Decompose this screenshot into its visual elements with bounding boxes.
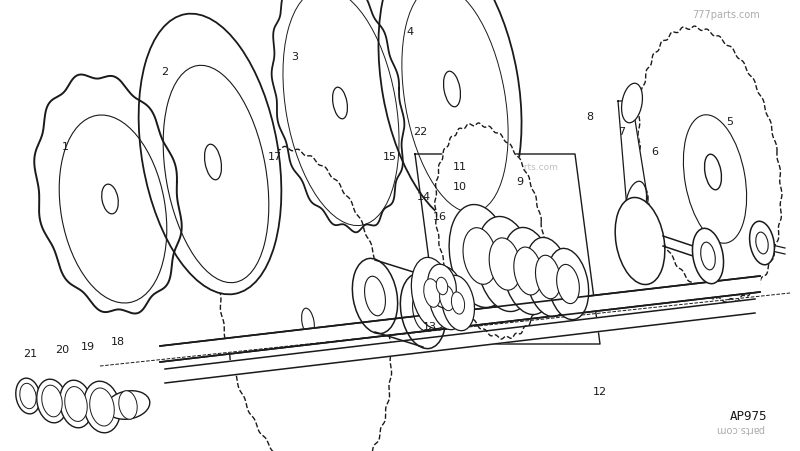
Polygon shape (218, 147, 391, 451)
Ellipse shape (60, 380, 92, 428)
Text: AP975: AP975 (730, 410, 767, 423)
Ellipse shape (65, 387, 87, 422)
Text: 7: 7 (618, 127, 626, 137)
Ellipse shape (750, 222, 774, 265)
Text: 9: 9 (517, 177, 523, 187)
Ellipse shape (705, 155, 722, 190)
Ellipse shape (502, 228, 554, 315)
Ellipse shape (615, 198, 665, 285)
Text: 777parts.com: 777parts.com (692, 10, 760, 20)
Ellipse shape (626, 182, 646, 225)
Ellipse shape (547, 249, 589, 320)
Ellipse shape (683, 115, 746, 244)
Polygon shape (415, 155, 600, 344)
Ellipse shape (16, 378, 40, 414)
Ellipse shape (756, 233, 768, 254)
Polygon shape (165, 299, 755, 383)
Ellipse shape (352, 259, 398, 334)
Ellipse shape (424, 279, 440, 308)
Text: 21: 21 (23, 348, 37, 358)
Text: 22: 22 (413, 127, 427, 137)
Text: 15: 15 (383, 152, 397, 161)
Ellipse shape (205, 145, 222, 180)
Polygon shape (160, 276, 760, 362)
Ellipse shape (439, 285, 454, 311)
Text: 13: 13 (423, 321, 437, 331)
Ellipse shape (378, 0, 522, 228)
Polygon shape (370, 262, 428, 346)
Polygon shape (34, 75, 182, 314)
Text: 78parts.com: 78parts.com (502, 162, 558, 171)
Ellipse shape (442, 276, 474, 331)
Text: parts.com: parts.com (715, 423, 765, 433)
Ellipse shape (476, 217, 534, 312)
Ellipse shape (489, 238, 521, 290)
Ellipse shape (84, 382, 120, 433)
Ellipse shape (138, 14, 282, 295)
Ellipse shape (701, 243, 715, 270)
Ellipse shape (451, 292, 465, 314)
Ellipse shape (514, 248, 542, 295)
Polygon shape (638, 27, 782, 302)
Ellipse shape (365, 276, 386, 316)
Text: 10: 10 (453, 182, 467, 192)
Text: 4: 4 (406, 27, 414, 37)
Ellipse shape (535, 256, 561, 299)
Ellipse shape (449, 205, 511, 308)
Ellipse shape (693, 229, 723, 284)
Ellipse shape (102, 185, 118, 214)
Ellipse shape (333, 88, 347, 120)
Text: 8: 8 (586, 112, 594, 122)
Ellipse shape (557, 265, 579, 304)
Text: 2: 2 (162, 67, 169, 77)
Ellipse shape (20, 383, 36, 409)
Polygon shape (618, 102, 648, 221)
Text: 1: 1 (62, 142, 69, 152)
Text: 14: 14 (417, 192, 431, 202)
Polygon shape (272, 0, 404, 233)
Text: 3: 3 (291, 52, 298, 62)
Text: 18: 18 (111, 336, 125, 346)
Ellipse shape (428, 265, 456, 308)
Ellipse shape (400, 274, 446, 349)
Text: 5: 5 (726, 117, 734, 127)
Text: 19: 19 (81, 341, 95, 351)
Polygon shape (434, 124, 546, 339)
Ellipse shape (413, 292, 434, 331)
Ellipse shape (302, 308, 314, 336)
Ellipse shape (526, 238, 570, 317)
Ellipse shape (429, 267, 466, 330)
Text: 12: 12 (593, 386, 607, 396)
Text: 16: 16 (433, 212, 447, 221)
Ellipse shape (42, 385, 62, 417)
Ellipse shape (106, 391, 150, 419)
Ellipse shape (443, 72, 461, 107)
Text: 11: 11 (453, 161, 467, 172)
Ellipse shape (411, 258, 453, 329)
Ellipse shape (622, 84, 642, 124)
Ellipse shape (463, 228, 497, 285)
Ellipse shape (436, 278, 448, 295)
Ellipse shape (37, 379, 67, 423)
Text: 20: 20 (55, 344, 69, 354)
Text: 6: 6 (651, 147, 658, 156)
Ellipse shape (118, 391, 138, 419)
Text: 17: 17 (268, 152, 282, 161)
Ellipse shape (90, 388, 114, 426)
